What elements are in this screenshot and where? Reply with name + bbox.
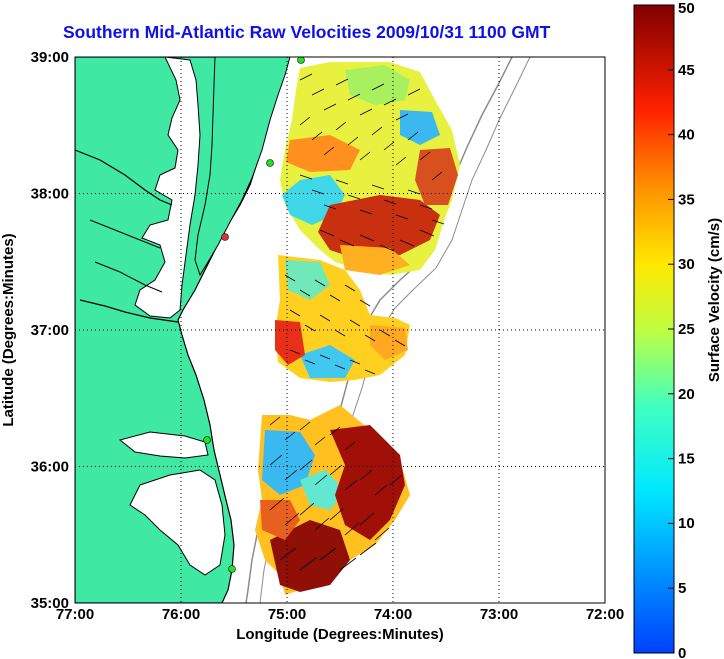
delmarva-peninsula [194, 57, 291, 277]
station-marker [297, 57, 305, 64]
chesapeake-bay [134, 57, 201, 319]
station-marker [266, 159, 274, 167]
colorbar-tick-label: 15 [678, 451, 695, 468]
y-tick-label: 37:00 [31, 322, 69, 339]
velocity-vectors [269, 73, 445, 571]
y-axis: 39:00 38:00 37:00 36:00 35:00 Latitude (… [0, 49, 69, 612]
x-tick-label: 75:00 [268, 606, 306, 623]
colorbar-tick-label: 50 [678, 0, 695, 17]
y-tick-label: 39:00 [31, 49, 69, 66]
colorbar-tick-label: 0 [678, 645, 686, 659]
rappahannock-river [89, 219, 161, 249]
velocity-field-north [280, 62, 460, 275]
pamlico-sound [129, 469, 226, 576]
grid-lines [75, 57, 605, 603]
colorbar-gradient [633, 4, 675, 654]
x-tick-label: 73:00 [480, 606, 518, 623]
colorbar-tick-label: 40 [678, 127, 695, 144]
colorbar-tick-label: 10 [678, 515, 695, 532]
station-marker [203, 436, 211, 444]
potomac-river [75, 149, 173, 206]
y-tick-label: 36:00 [31, 459, 69, 476]
velocity-field-middle [275, 255, 410, 382]
colorbar-tick-label: 5 [678, 580, 686, 597]
colorbar: 0 5 10 15 20 25 30 35 40 45 50 Surface V… [633, 0, 723, 659]
station-marker [228, 565, 236, 573]
colorbar-tick-label: 20 [678, 386, 695, 403]
y-axis-title: Latitude (Degrees:Minutes) [0, 233, 17, 426]
plot-frame [74, 56, 606, 604]
chart-title: Southern Mid-Atlantic Raw Velocities 200… [63, 22, 551, 42]
x-axis-title: Longitude (Degrees:Minutes) [236, 626, 444, 643]
station-markers [203, 57, 305, 573]
x-tick-label: 76:00 [162, 606, 200, 623]
colorbar-title: Surface Velocity (cm/s) [706, 218, 723, 382]
colorbar-tick-label: 45 [678, 62, 695, 79]
y-tick-label: 38:00 [31, 186, 69, 203]
james-river [79, 299, 179, 323]
albemarle-sound [118, 431, 209, 459]
station-marker [221, 233, 229, 241]
colorbar-tick-label: 30 [678, 256, 695, 273]
x-tick-label: 72:00 [586, 606, 624, 623]
york-river [94, 261, 163, 293]
colorbar-tick-label: 25 [678, 321, 695, 338]
y-tick-label: 35:00 [31, 595, 69, 612]
colorbar-tick-label: 35 [678, 191, 695, 208]
x-tick-label: 74:00 [374, 606, 412, 623]
x-axis: 77:00 76:00 75:00 74:00 73:00 72:00 Long… [56, 606, 624, 643]
velocity-field-south [255, 405, 410, 595]
x-tick-label: 77:00 [56, 606, 94, 623]
